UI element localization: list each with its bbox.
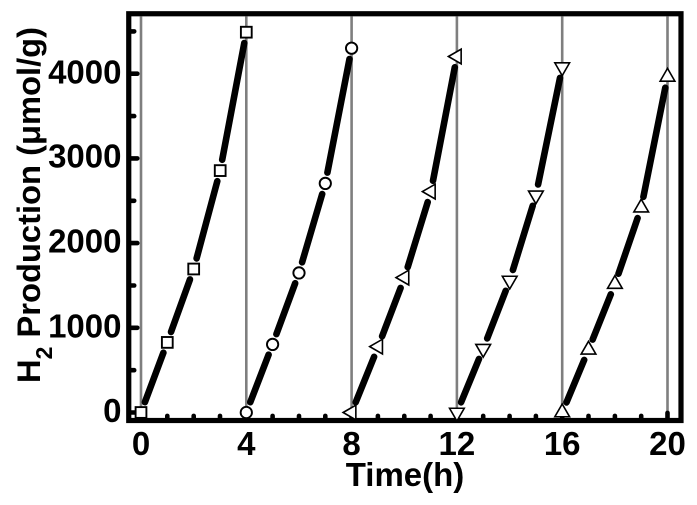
svg-text:20: 20 bbox=[649, 425, 686, 462]
svg-text:Time(h): Time(h) bbox=[346, 456, 465, 493]
svg-text:8: 8 bbox=[342, 425, 360, 462]
svg-text:2000: 2000 bbox=[48, 223, 121, 260]
svg-text:0: 0 bbox=[103, 392, 121, 429]
svg-text:1000: 1000 bbox=[48, 307, 121, 344]
svg-text:0: 0 bbox=[132, 425, 150, 462]
svg-text:16: 16 bbox=[544, 425, 581, 462]
svg-text:4000: 4000 bbox=[48, 53, 121, 90]
svg-text:4: 4 bbox=[237, 425, 256, 462]
svg-text:3000: 3000 bbox=[48, 138, 121, 175]
svg-text:12: 12 bbox=[439, 425, 476, 462]
